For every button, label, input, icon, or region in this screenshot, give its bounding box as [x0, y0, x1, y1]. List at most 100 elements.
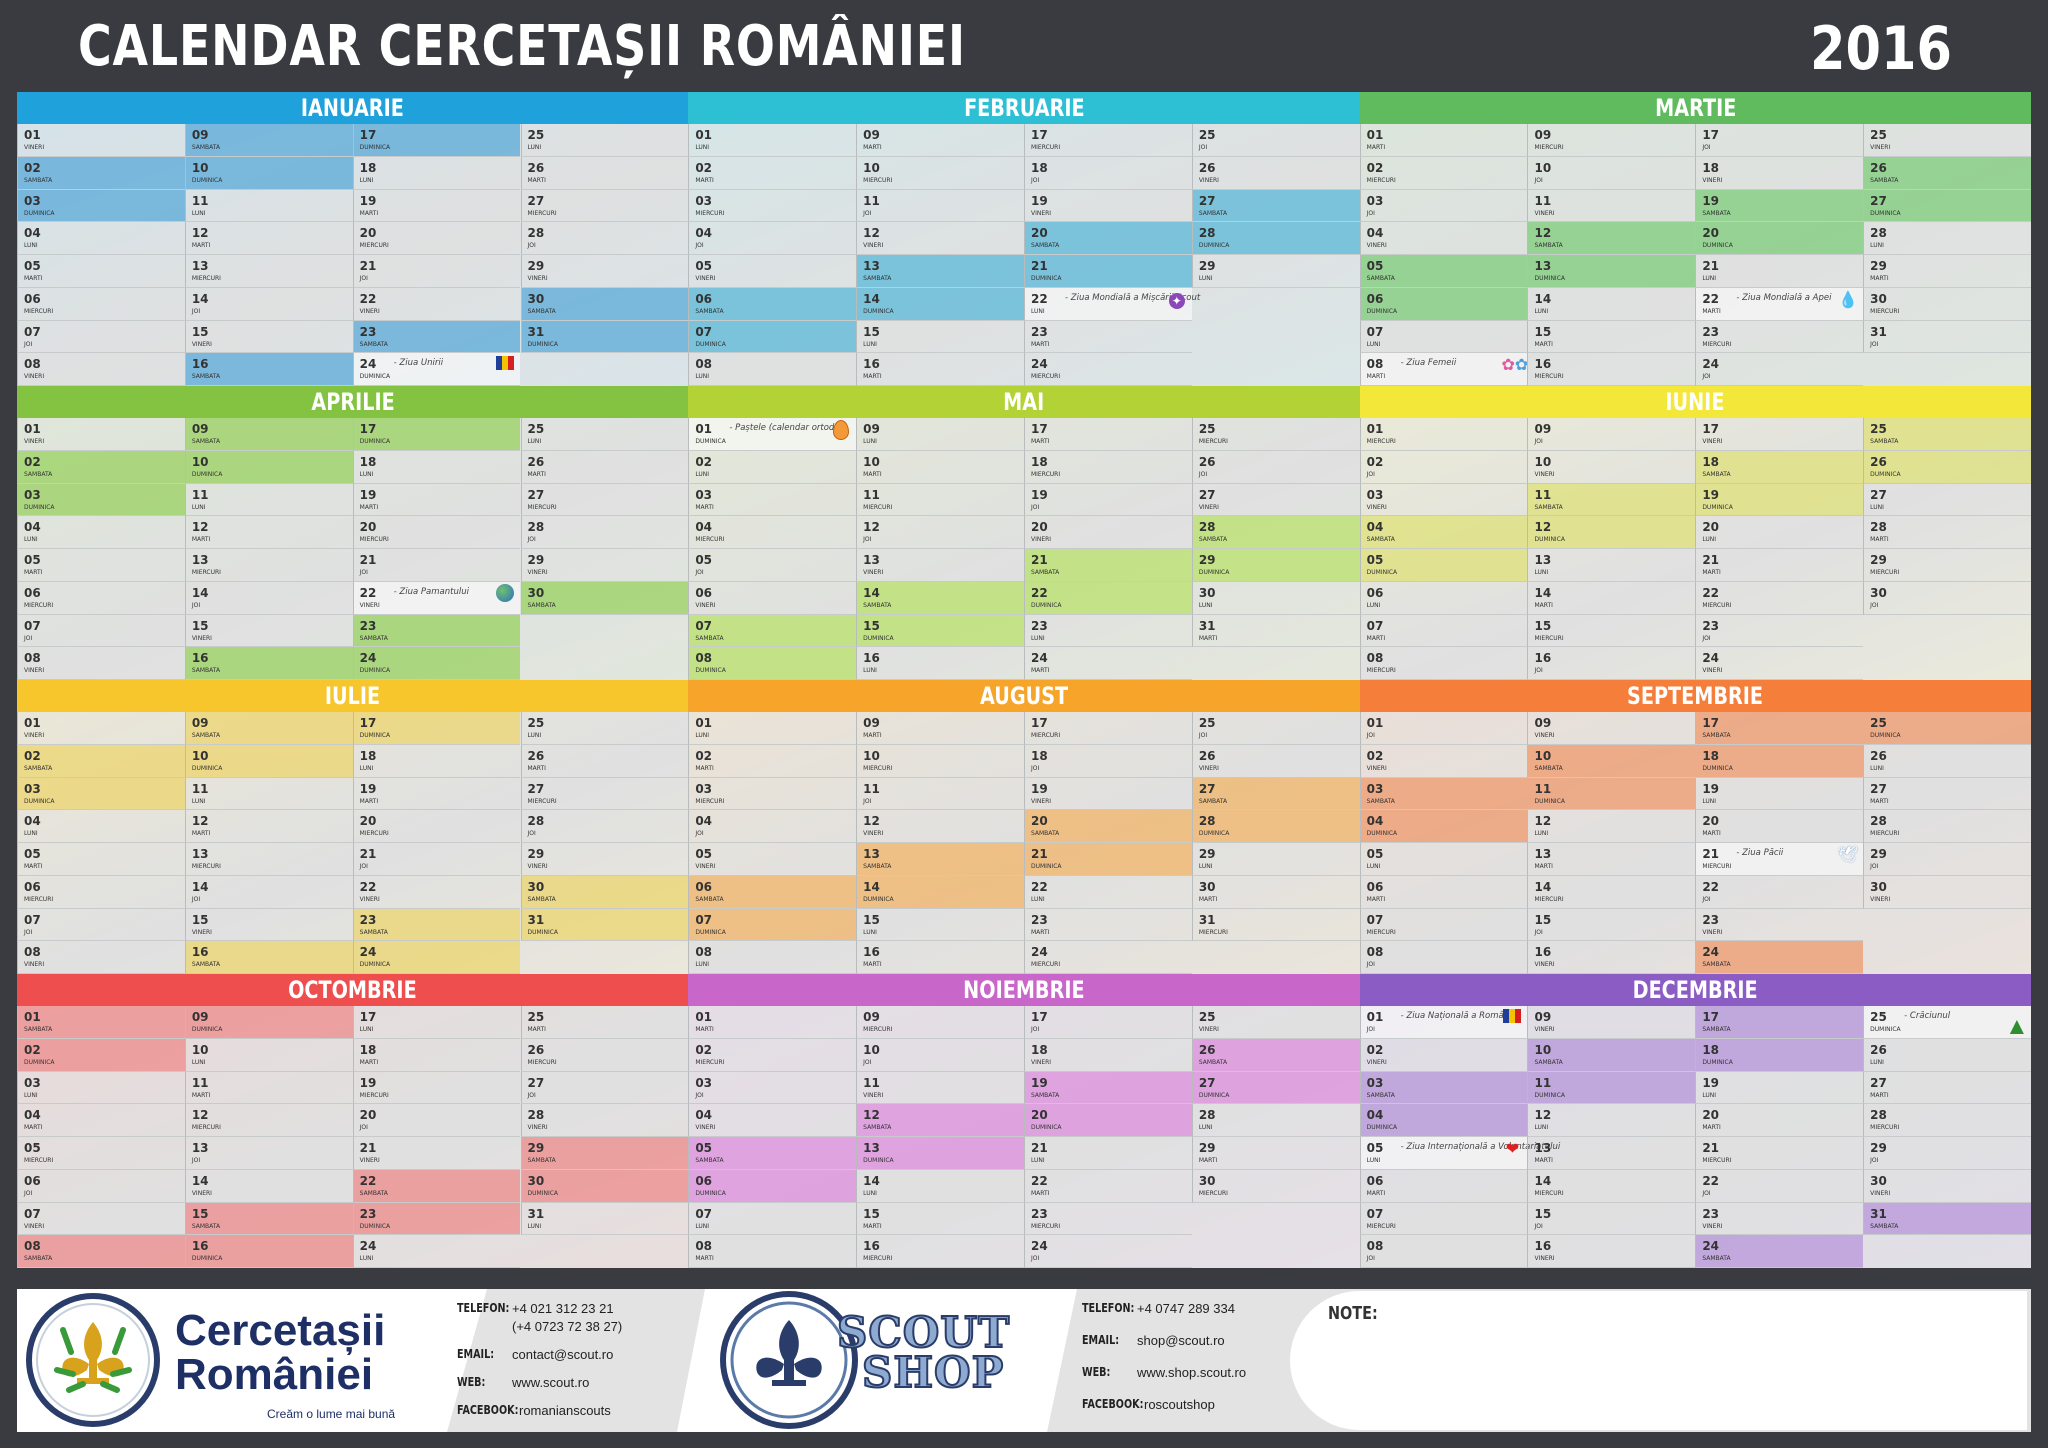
weekday-label: SAMBATA [863, 863, 892, 870]
day-cell: 08 LUNI [688, 941, 857, 974]
month-days: 01 LUNI 02 MARTI 03 MIERCURI 04 JOI 05 VINERI 06 SA… [688, 712, 1360, 974]
month-title: IANUARIE [17, 92, 689, 124]
day-cell: 03 JOI [1359, 189, 1528, 223]
day-cell: 13 MARTI [1527, 843, 1696, 876]
contact-value: +4 0747 289 334 [1137, 1301, 1235, 1316]
day-number: 27 [1870, 1075, 1887, 1090]
day-number: 17 [1702, 128, 1720, 142]
weekday-label: MARTI [863, 1222, 882, 1230]
day-number: 23 [359, 1206, 377, 1221]
day-cell: 08 VINERI [17, 941, 185, 974]
day-number: 30 [1198, 585, 1216, 600]
weekday-label: MARTI [24, 1124, 43, 1132]
weekday-label: VINERI [863, 830, 884, 838]
day-number: 11 [1534, 193, 1552, 208]
weekday-label: VINERI [695, 863, 716, 870]
day-number: 28 [527, 520, 545, 535]
weekday-label: MARTI [1198, 1157, 1218, 1164]
weekday-label: MARTI [1030, 928, 1050, 936]
weekday-label: MIERCURI [359, 830, 389, 838]
contact-value[interactable]: www.scout.ro [512, 1375, 590, 1390]
day-cell: 26 MARTI [520, 744, 689, 778]
day-number: 09 [1534, 422, 1552, 436]
day-number: 03 [695, 1075, 713, 1090]
weekday-label: VINERI [1702, 667, 1723, 675]
day-cell: 02 LUNI [688, 450, 857, 484]
contact-value[interactable]: www.shop.scout.ro [1137, 1365, 1247, 1380]
weekday-label: VINERI [527, 569, 548, 576]
month-title: NOIEMBRIE [688, 974, 1360, 1006]
weekday-label: DUMINICA [527, 1189, 559, 1197]
month-days: 01 VINERI 02 SAMBATA 03 DUMINICA 04 LUNI 05 MARTI… [17, 712, 689, 974]
day-cell: 11 DUMINICA [1527, 1071, 1696, 1105]
weekday-label: DUMINICA [24, 503, 55, 511]
event-label: - Ziua Pamantului [393, 586, 469, 597]
contact-value[interactable]: contact@scout.ro [512, 1347, 614, 1362]
day-number: 05 [24, 553, 41, 567]
weekday-label: DUMINICA [191, 764, 223, 772]
day-cell: 09 MARTI [856, 124, 1024, 157]
day-number: 21 [1030, 259, 1048, 273]
weekday-label: SAMBATA [1366, 1091, 1395, 1099]
day-number: 25 [1198, 1010, 1216, 1024]
day-number: 13 [191, 847, 209, 861]
day-number: 18 [1030, 454, 1048, 469]
day-number: 07 [24, 618, 41, 633]
day-cell: 31 SAMBATA [1863, 1202, 2031, 1236]
day-cell: 11 LUNI [184, 189, 353, 223]
day-number: 17 [1030, 128, 1048, 142]
day-number: 03 [24, 781, 41, 796]
weekday-label: MARTI [527, 764, 546, 772]
weekday-label: MIERCURI [1030, 144, 1061, 151]
day-number: 14 [191, 291, 209, 306]
weekday-label: LUNI [359, 1026, 374, 1033]
weekday-label: MARTI [695, 764, 714, 772]
day-cell: 28 MARTI [1863, 516, 2031, 549]
day-number: 19 [1030, 487, 1048, 502]
day-cell: 21 JOI [352, 843, 521, 876]
weekday-label: SAMBATA [1870, 1222, 1899, 1230]
day-cell: 26 VINERI [1191, 744, 1360, 778]
day-cell: 08 MIERCURI [1359, 647, 1528, 680]
day-number: 13 [863, 847, 880, 861]
page-title: CALENDAR CERCETAȘII ROMÂNIEI [78, 14, 966, 79]
weekday-label: MARTI [695, 503, 714, 511]
contact-value: (+4 0723 72 38 27) [512, 1319, 623, 1334]
day-number: 23 [1030, 324, 1048, 339]
day-number: 01 [695, 1010, 713, 1024]
day-cell: 27 SAMBATA [1191, 189, 1360, 223]
day-number: 14 [863, 585, 880, 600]
weekday-label: MARTI [359, 1058, 379, 1066]
day-cell: 25 DUMINICA - Crăciunul ▲ [1863, 1006, 2031, 1039]
notes-area[interactable]: NOTE: [1290, 1291, 2027, 1430]
day-cell: 06 MIERCURI [17, 581, 185, 615]
day-number: 27 [1198, 1075, 1216, 1090]
day-cell: 11 JOI [856, 189, 1024, 223]
day-number: 13 [1534, 553, 1552, 567]
weekday-label: MARTI [1534, 340, 1553, 348]
day-number: 22 [1702, 585, 1720, 600]
day-cell: 15 MIERCURI [1527, 614, 1696, 648]
day-cell: 29 VINERI [520, 549, 689, 582]
day-number: 15 [1534, 324, 1552, 339]
day-cell: 17 SAMBATA [1695, 712, 1864, 745]
contact-value[interactable]: shop@scout.ro [1137, 1333, 1225, 1348]
weekday-label: MARTI [1534, 601, 1553, 609]
day-cell: 24 MARTI [1023, 647, 1192, 680]
weekday-label: SAMBATA [1030, 242, 1060, 250]
weekday-label: VINERI [191, 340, 212, 348]
weekday-label: VINERI [527, 863, 548, 870]
day-cell: 01 SAMBATA [17, 1006, 185, 1039]
weekday-label: DUMINICA [863, 1157, 894, 1164]
weekday-label: SAMBATA [1534, 1058, 1563, 1066]
month-aprilie: APRILIE 01 VINERI 02 SAMBATA 03 DUMINICA 04 LUNI… [17, 386, 689, 680]
day-number: 23 [359, 618, 377, 633]
weekday-label: LUNI [1702, 797, 1717, 805]
day-cell: 16 SAMBATA [184, 941, 353, 974]
day-cell: 07 MARTI [1359, 614, 1528, 648]
day-number: 30 [1870, 585, 1887, 600]
day-number: 26 [527, 160, 545, 175]
weekday-label: MIERCURI [1870, 307, 1900, 315]
weekday-label: LUNI [863, 438, 877, 445]
day-cell: 26 MARTI [520, 450, 689, 484]
